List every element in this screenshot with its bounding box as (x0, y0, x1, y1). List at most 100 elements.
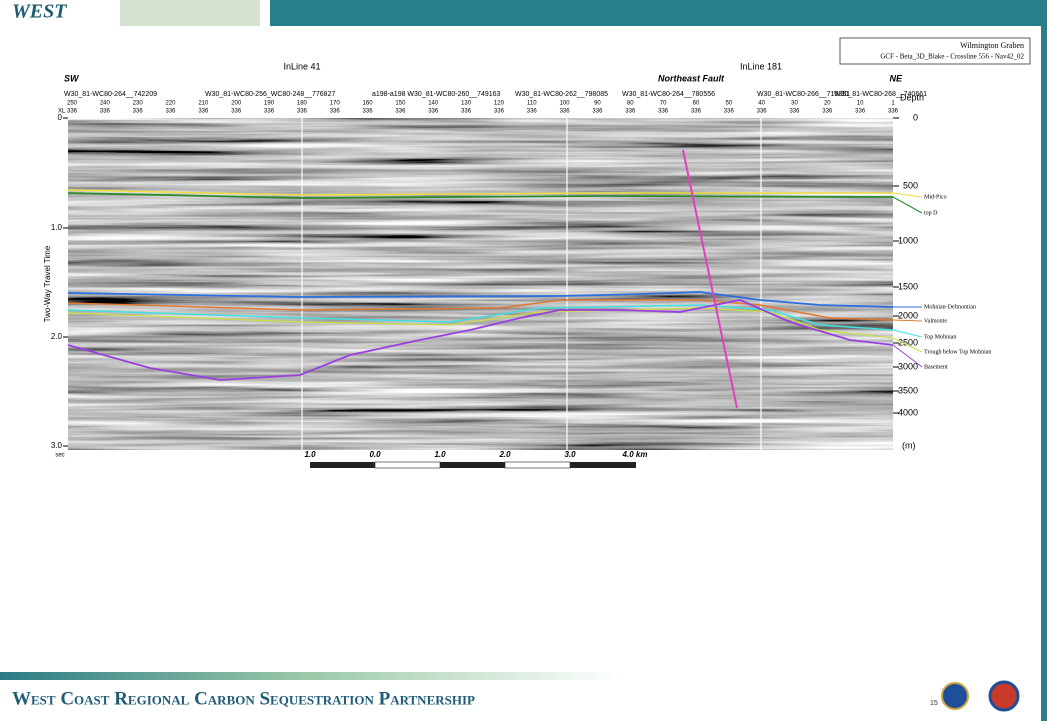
il-number: 336 (560, 109, 571, 115)
partner-logo (990, 682, 1018, 710)
il-number: 336 (67, 109, 78, 115)
il-number: 336 (658, 109, 669, 115)
xl-number: 120 (494, 101, 505, 107)
il-number: 336 (330, 109, 341, 115)
depth-tick-label: 500 (903, 180, 918, 190)
il-number: 336 (494, 109, 505, 115)
time-tick-label: 2.0 (51, 332, 63, 341)
scale-label: 3.0 (564, 450, 576, 459)
xl-number: 190 (264, 101, 275, 107)
depth-unit: (m) (902, 440, 916, 450)
horizon-leader (893, 197, 922, 213)
depth-tick-label: 3000 (898, 361, 918, 371)
horizon-label: Mohnian-Delmontian (924, 304, 976, 310)
well-label: W30_81-WC80-264__780556 (622, 91, 715, 98)
direction-label: NE (889, 73, 902, 83)
horizon-label: Valmonte (924, 318, 947, 324)
xl-number: 110 (527, 101, 537, 107)
xl-number: 140 (428, 101, 439, 107)
xl-number: 170 (330, 101, 341, 107)
xl-number: 60 (693, 101, 700, 107)
il-number: 336 (822, 109, 833, 115)
scale-label: 4.0 km (622, 450, 648, 459)
footer-band (0, 672, 620, 680)
horizon-label: Mid-Pico (924, 194, 947, 200)
time-unit: sec (55, 453, 64, 459)
il-number: 336 (231, 109, 242, 115)
xl-number: 180 (297, 101, 308, 107)
time-axis-title: Two-Way Travel Time (43, 245, 52, 322)
horizon-label: Top Mohnian (924, 334, 956, 340)
well-label: W30_81-WC80-262__798085 (515, 91, 608, 98)
scale-label: 1.0 (304, 450, 316, 459)
xl-number: 250 (67, 101, 78, 107)
time-tick-label: 0 (58, 113, 63, 122)
il-number: 336 (625, 109, 636, 115)
fault-label: Northeast Fault (658, 73, 725, 83)
scale-label: 2.0 (498, 450, 511, 459)
xl-number: 230 (133, 101, 144, 107)
xl-number: 20 (824, 101, 831, 107)
well-label: W30_81-WC80-264__742209 (64, 91, 157, 98)
il-number: 336 (297, 109, 308, 115)
well-label: a198-a198 W30_81-WC80-260__749163 (372, 91, 501, 98)
slide: WEST Wilmington Graben GCF - Beta_3D_Bla… (0, 0, 1047, 721)
depth-tick-label: 3500 (898, 385, 918, 395)
xl-number: 10 (857, 101, 864, 107)
il-number: 336 (724, 109, 735, 115)
xl-number: 100 (560, 101, 571, 107)
xl-number: 50 (725, 101, 732, 107)
il-number: 336 (757, 109, 768, 115)
xl-number: 160 (363, 101, 374, 107)
xl-number: 150 (395, 101, 406, 107)
header-image (120, 0, 260, 26)
il-number: 336 (166, 109, 177, 115)
il-number: 336 (363, 109, 374, 115)
xl-number: 220 (166, 101, 177, 107)
inline-label: InLine 41 (283, 61, 320, 71)
box-title: Wilmington Graben (960, 41, 1024, 50)
il-number: 336 (888, 109, 899, 115)
header-logo: WEST (12, 1, 67, 23)
right-border (1041, 0, 1047, 721)
xl-number: 90 (594, 101, 601, 107)
well-label: W30_81-WC80-256_WC80-248__776827 (205, 91, 335, 98)
box-subtitle: GCF - Beta_3D_Blake - Crossline 556 - Na… (880, 53, 1024, 61)
il-number: 336 (592, 109, 603, 115)
xl-number: 30 (791, 101, 798, 107)
seismic-section (68, 118, 893, 450)
scale-label: 1.0 (434, 450, 446, 459)
il-number: 336 (100, 109, 111, 115)
horizon-leader (893, 330, 922, 337)
il-number: 336 (855, 109, 866, 115)
time-tick-label: 1.0 (51, 223, 63, 232)
xl-number: 40 (758, 101, 765, 107)
inline-label: InLine 181 (740, 61, 782, 71)
horizon-leader (893, 193, 922, 197)
il-number: 336 (133, 109, 144, 115)
il-number: 336 (395, 109, 406, 115)
il-number: 336 (691, 109, 702, 115)
scale-label: 0.0 (369, 450, 381, 459)
page-number: 15 (930, 700, 938, 707)
horizon-label: Trough below Top Mohnian (924, 349, 991, 355)
depth-tick-label: 4000 (898, 407, 918, 417)
horizon-label: top D (924, 210, 938, 216)
depth-tick-label: 2000 (898, 310, 918, 320)
il-number: 336 (264, 109, 275, 115)
il-number: 336 (527, 109, 538, 115)
depth-title: Depth (900, 92, 924, 102)
xl-number: 70 (660, 101, 667, 107)
il-number: 336 (198, 109, 209, 115)
il-number: 336 (789, 109, 800, 115)
xl-number: 80 (627, 101, 634, 107)
xl-number: 240 (100, 101, 111, 107)
depth-tick-label: 0 (913, 112, 918, 122)
horizon-label: Basement (924, 364, 948, 370)
direction-label: SW (64, 73, 80, 83)
scale-bar (310, 462, 636, 468)
depth-tick-label: 1500 (898, 281, 918, 291)
time-tick-label: 3.0 (51, 441, 63, 450)
xl-number: 1 (891, 101, 895, 107)
xl-number: 200 (231, 101, 242, 107)
